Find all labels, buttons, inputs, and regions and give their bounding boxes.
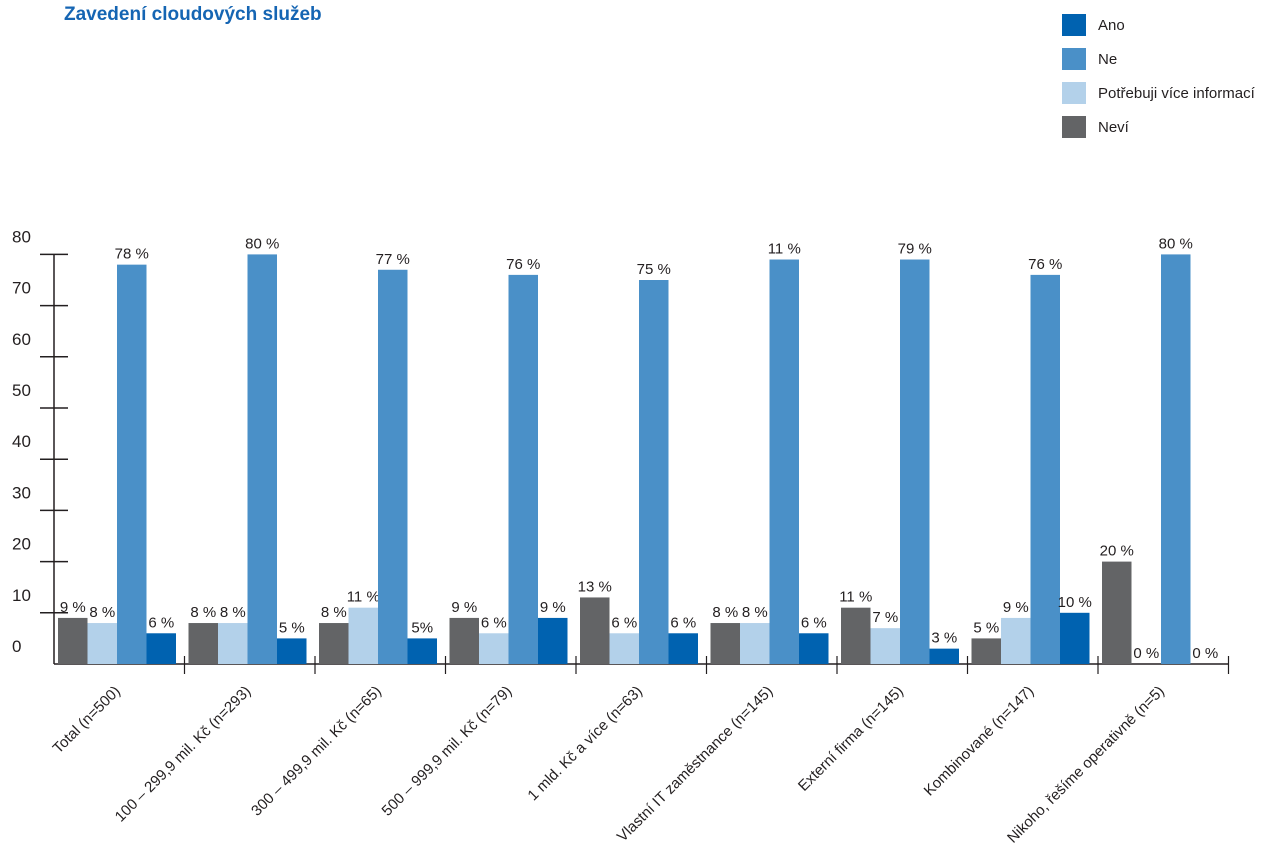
data-label: 9 % xyxy=(60,599,86,616)
bar-nev- xyxy=(319,623,349,664)
data-label: 76 % xyxy=(1028,256,1062,273)
data-label: 8 % xyxy=(89,604,115,621)
data-label: 6 % xyxy=(481,614,507,631)
data-label: 6 % xyxy=(801,614,827,631)
category-label: Total (n=500) xyxy=(50,683,124,757)
bar-nev- xyxy=(450,618,480,664)
data-label: 79 % xyxy=(898,241,932,258)
bar-ne xyxy=(509,275,539,664)
category-label: 100 – 299,9 mil. Kč (n=293) xyxy=(112,683,255,826)
bar-ne xyxy=(378,270,408,664)
data-label: 11 % xyxy=(347,589,380,606)
data-label: 0 % xyxy=(1192,645,1218,662)
bar-pot-ebuji-v-ce-informac- xyxy=(349,608,379,664)
data-label: 8 % xyxy=(742,604,768,621)
bar-pot-ebuji-v-ce-informac- xyxy=(88,623,118,664)
category-label: 1 mld. Kč a více (n=63) xyxy=(524,683,645,804)
category-label: Nikoho, řešíme operativně (n=5) xyxy=(1004,683,1168,847)
data-label: 11 % xyxy=(768,241,801,258)
data-label: 5 % xyxy=(973,619,999,636)
bar-ano xyxy=(538,618,568,664)
data-label: 13 % xyxy=(578,578,612,595)
bar-ano xyxy=(1060,613,1090,664)
bar-nev- xyxy=(841,608,871,664)
data-label: 80 % xyxy=(1159,235,1193,252)
bar-ne xyxy=(1031,275,1061,664)
category-label: 500 – 999,9 mil. Kč (n=79) xyxy=(379,683,516,820)
bar-ne xyxy=(248,254,278,664)
data-label: 76 % xyxy=(506,256,540,273)
data-label: 8 % xyxy=(712,604,738,621)
bar-ano xyxy=(669,633,699,664)
data-label: 80 % xyxy=(245,235,279,252)
bar-nev- xyxy=(1102,562,1132,664)
data-label: 9 % xyxy=(540,599,566,616)
data-label: 5 % xyxy=(279,619,305,636)
y-tick-label: 40 xyxy=(12,432,31,451)
data-label: 7 % xyxy=(872,609,898,626)
data-label: 8 % xyxy=(321,604,347,621)
data-label: 8 % xyxy=(220,604,246,621)
bar-nev- xyxy=(58,618,88,664)
data-label: 8 % xyxy=(190,604,216,621)
data-label: 6 % xyxy=(148,614,174,631)
category-label: Vlastní IT zaměstnance (n=145) xyxy=(614,683,776,845)
bar-ano xyxy=(277,638,307,664)
bar-ne xyxy=(117,265,147,664)
bar-ano xyxy=(930,649,960,664)
data-label: 6 % xyxy=(611,614,637,631)
bar-ano xyxy=(147,633,177,664)
bar-ne xyxy=(1161,254,1191,664)
data-label: 9 % xyxy=(1003,599,1029,616)
y-tick-label: 50 xyxy=(12,381,31,400)
data-label: 75 % xyxy=(637,261,671,278)
bar-nev- xyxy=(972,638,1002,664)
bar-ne xyxy=(900,260,930,664)
data-label: 3 % xyxy=(931,630,957,647)
data-label: 5% xyxy=(411,619,433,636)
bar-ano xyxy=(408,638,438,664)
data-label: 10 % xyxy=(1058,594,1092,611)
bar-pot-ebuji-v-ce-informac- xyxy=(871,628,901,664)
y-tick-label: 30 xyxy=(12,483,31,502)
bar-pot-ebuji-v-ce-informac- xyxy=(218,623,248,664)
data-label: 78 % xyxy=(115,246,149,263)
bar-ne xyxy=(639,280,669,664)
bar-nev- xyxy=(580,597,610,664)
data-label: 0 % xyxy=(1133,645,1159,662)
bar-nev- xyxy=(711,623,741,664)
data-label: 11 % xyxy=(839,589,872,606)
y-tick-label: 20 xyxy=(12,535,31,554)
y-tick-label: 0 xyxy=(12,637,21,656)
data-label: 20 % xyxy=(1100,543,1134,560)
y-tick-label: 80 xyxy=(12,227,31,246)
bar-nev- xyxy=(189,623,219,664)
y-tick-label: 70 xyxy=(12,279,31,298)
bar-pot-ebuji-v-ce-informac- xyxy=(740,623,770,664)
bar-pot-ebuji-v-ce-informac- xyxy=(1001,618,1031,664)
category-label: Kombinované (n=147) xyxy=(921,683,1038,800)
data-label: 77 % xyxy=(376,251,410,268)
data-label: 9 % xyxy=(451,599,477,616)
bar-ano xyxy=(799,633,829,664)
bar-ne xyxy=(770,260,800,664)
bar-pot-ebuji-v-ce-informac- xyxy=(479,633,509,664)
category-label: Externí firma (n=145) xyxy=(795,683,907,795)
y-tick-label: 10 xyxy=(12,586,31,605)
bar-pot-ebuji-v-ce-informac- xyxy=(610,633,640,664)
data-label: 6 % xyxy=(670,614,696,631)
category-label: 300 – 499,9 mil. Kč (n=65) xyxy=(248,683,385,820)
y-tick-label: 60 xyxy=(12,330,31,349)
